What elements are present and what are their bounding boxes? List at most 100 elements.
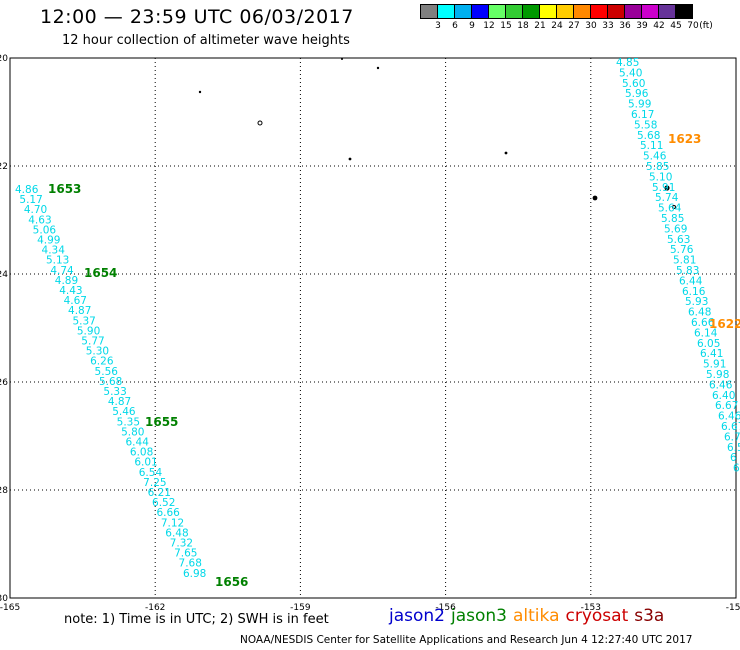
legend-label: 39 (636, 21, 648, 31)
wave-height-label: 5.46 (112, 406, 136, 418)
lat-tick-label: -28 (0, 486, 8, 496)
pass-time-label: 1622 (709, 317, 740, 331)
wave-height-label: 5.30 (86, 346, 109, 358)
wave-height-label: 6.01 (134, 457, 157, 469)
lon-tick-label: -150 (726, 603, 740, 613)
wave-height-label: 5.46 (643, 151, 667, 163)
footer-note: note: 1) Time is in UTC; 2) SWH is in fe… (64, 612, 329, 627)
axis-labels: -165 -162 -159 -156 -153 -150 -20 -22 -24 -26 -28 -… (0, 54, 740, 613)
wave-height-label: 5.90 (77, 325, 100, 337)
wave-height-label: 4.87 (108, 396, 131, 408)
wave-height-label: 6.16 (682, 286, 706, 298)
map-grid (9, 57, 737, 599)
wave-height-label: 5.60 (622, 78, 645, 90)
legend-label: 12 (483, 21, 495, 31)
lat-tick-label: -26 (0, 378, 8, 388)
satellite-legend: jason2 jason3 altika cryosat s3a (389, 606, 670, 626)
legend-label: 30 (585, 21, 597, 31)
island (198, 90, 202, 94)
wave-height-label: 5.13 (46, 255, 69, 267)
wave-height-label: 7.32 (170, 538, 193, 550)
lat-tick-label: -20 (0, 54, 8, 64)
pass-time-label: 1655 (145, 415, 178, 429)
wave-height-label: 6.98 (183, 568, 206, 580)
legend-label: 21 (534, 21, 546, 31)
pass-time-label: 1653 (48, 182, 81, 196)
wave-height-label: 5.63 (667, 234, 690, 246)
color-legend: 3 6 9 12 15 18 21 24 27 30 33 36 39 42 45 70 (ft) (420, 4, 713, 33)
satellite-legend-cryosat: cryosat (565, 606, 629, 626)
wave-height-label: 4.87 (68, 305, 91, 317)
legend-label: 24 (551, 21, 563, 31)
satellite-legend-jason3: jason3 (451, 606, 507, 626)
legend-labels: 3 6 9 12 15 18 21 24 27 30 33 36 39 42 45 70 (ft) (420, 19, 713, 33)
island (348, 157, 352, 161)
wave-height-label: 5.85 (661, 213, 684, 225)
satellite-legend-s3a: s3a (634, 606, 665, 626)
wave-height-label: 6.44 (679, 275, 703, 287)
wave-height-label: 6.48 (688, 307, 711, 319)
wave-height-label: 7.68 (179, 558, 202, 570)
altimeter-tracks: 4.865.174.704.635.064.994.345.134.744.89… (15, 57, 740, 589)
wave-height-label: 4.85 (616, 57, 639, 69)
legend-label: 45 (670, 21, 682, 31)
wave-height-label: 7.12 (161, 517, 184, 529)
wave-height-label: 5.98 (706, 369, 729, 381)
legend-label: 9 (469, 21, 475, 31)
wave-height-label: 5.11 (640, 140, 663, 152)
wave-height-label: 6.54 (139, 467, 163, 479)
wave-height-label: 6.5 (727, 442, 740, 454)
wave-height-label: 5.83 (676, 265, 699, 277)
wave-height-label: 5.77 (81, 336, 104, 348)
wave-height-label: 5.17 (19, 194, 42, 206)
wave-height-label: 5.64 (658, 203, 682, 215)
island (504, 151, 508, 155)
wave-height-label: 5.91 (703, 359, 726, 371)
wave-height-label: 6.05 (697, 338, 720, 350)
islands (198, 58, 676, 209)
lon-tick-label: -162 (145, 603, 165, 613)
wave-height-label: 4.70 (24, 204, 47, 216)
wave-height-label: 5.76 (670, 244, 694, 256)
wave-height-label: 5.56 (95, 366, 119, 378)
wave-height-label: 5.99 (628, 99, 651, 111)
map-frame (9, 57, 737, 599)
legend-label: 36 (619, 21, 631, 31)
wave-height-label: 6.44 (126, 437, 150, 449)
island (376, 66, 380, 70)
satellite-legend-altika: altika (513, 606, 560, 626)
wave-height-label: 5.69 (664, 223, 687, 235)
legend-label: 70 (687, 21, 699, 31)
wave-height-label: 6.46 (718, 411, 740, 423)
legend-label: 6 (452, 21, 458, 31)
wave-height-label: 5.37 (72, 315, 95, 327)
wave-height-label: 5.33 (103, 386, 126, 398)
wave-height-label: 4.86 (15, 184, 39, 196)
wave-height-label: 6.52 (152, 497, 175, 509)
wave-height-label: 7.65 (174, 548, 197, 560)
wave-height-label: 5.68 (637, 130, 660, 142)
island (672, 205, 676, 209)
legend-swatch (675, 4, 693, 19)
wave-height-label: 5.80 (121, 426, 144, 438)
wave-height-label: 5.40 (619, 67, 642, 79)
wave-height-label: 6.67 (721, 421, 740, 433)
wave-height-label: 6.26 (90, 356, 114, 368)
wave-height-label: 5.81 (673, 255, 696, 267)
legend-label: 3 (435, 21, 441, 31)
legend-unit: (ft) (699, 21, 713, 31)
wave-height-label: 6.66 (691, 317, 715, 329)
lon-tick-label: -156 (435, 603, 456, 613)
island (257, 120, 263, 126)
wave-height-label: 6.14 (694, 327, 718, 339)
wave-height-label: 6.21 (148, 487, 171, 499)
wave-height-label: 6.17 (631, 109, 654, 121)
island (592, 195, 598, 201)
wave-height-label: 4.74 (50, 265, 74, 277)
legend-label: 33 (602, 21, 614, 31)
legend-label: 18 (517, 21, 529, 31)
pass-time-label: 1654 (84, 266, 117, 280)
legend-swatches (420, 4, 693, 19)
wave-height-label: 5.10 (649, 171, 672, 183)
